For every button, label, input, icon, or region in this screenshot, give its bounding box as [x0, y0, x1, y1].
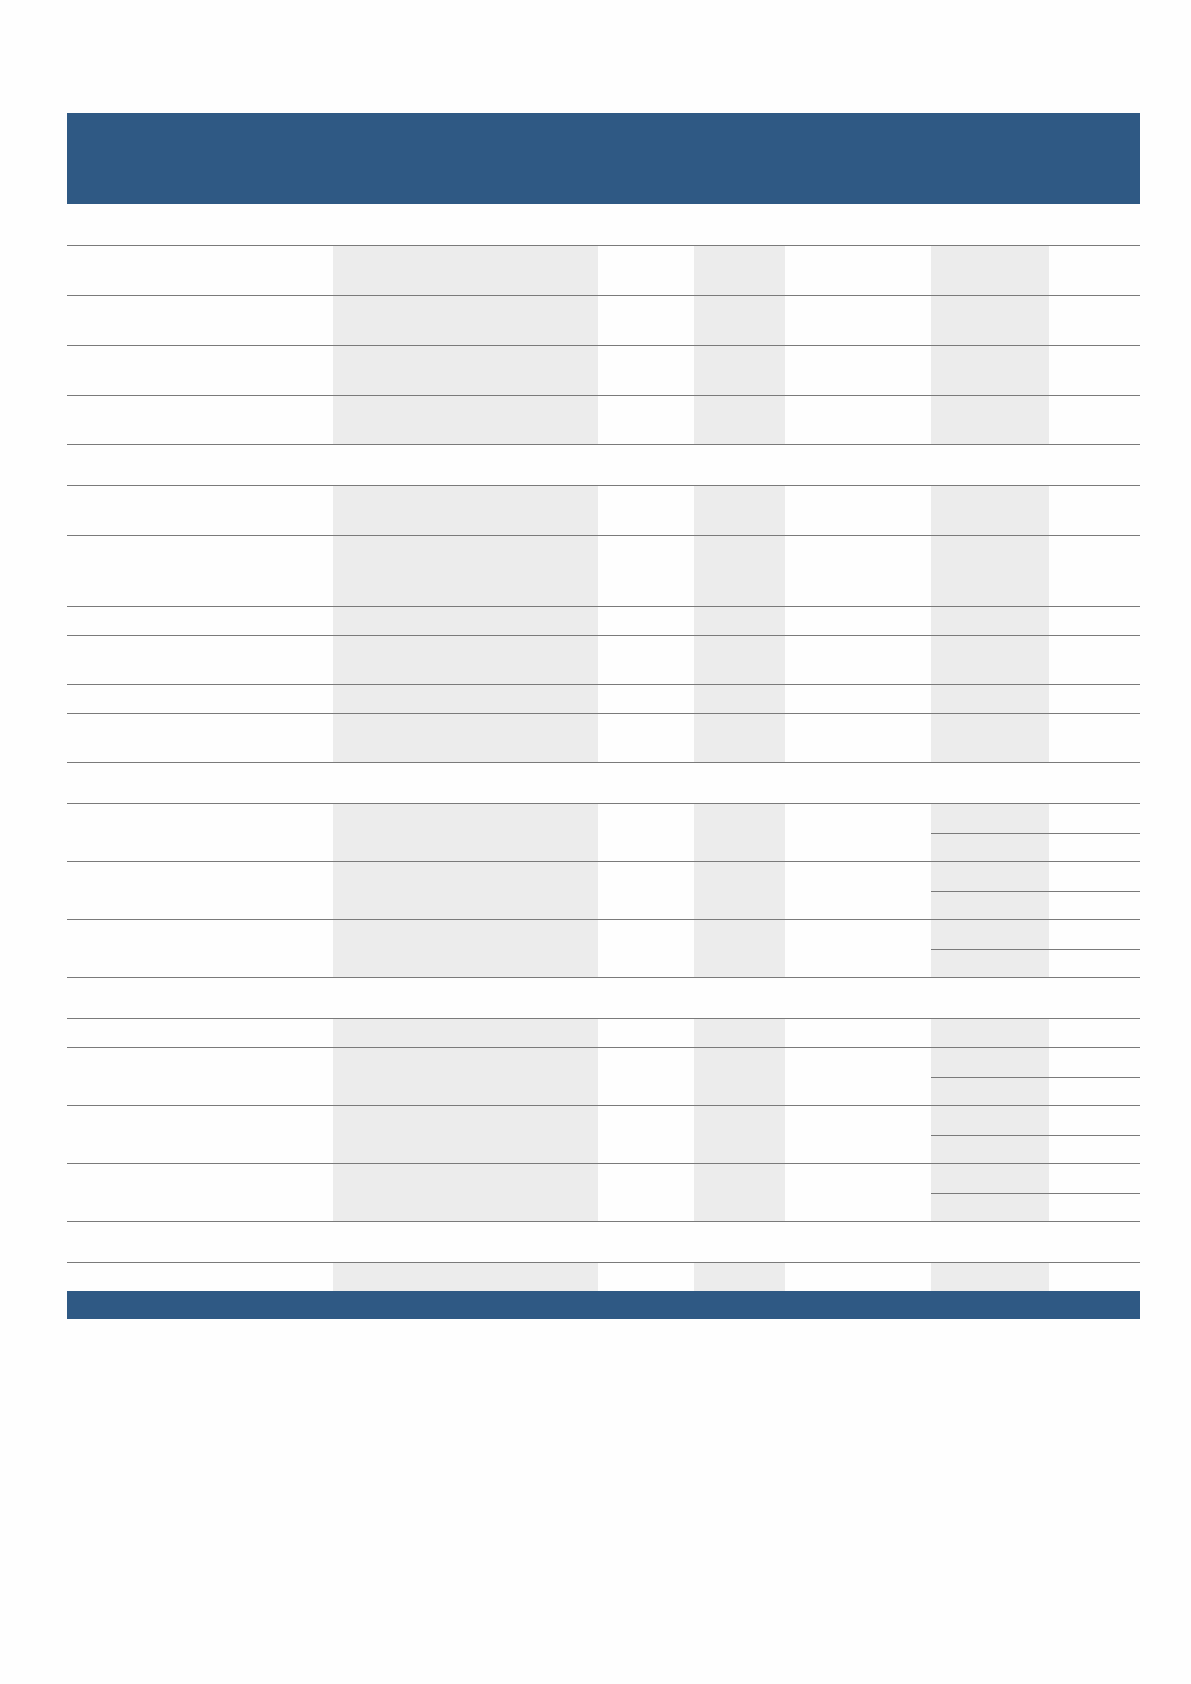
shaded-cell	[694, 607, 785, 635]
table-row	[67, 485, 1140, 535]
table-row	[67, 803, 1140, 861]
shaded-cell	[694, 246, 785, 295]
table-row	[67, 535, 1140, 606]
shaded-cell	[333, 1048, 598, 1105]
shaded-cell	[931, 1019, 1049, 1047]
shaded-cell	[931, 296, 1049, 345]
shaded-cell	[333, 804, 598, 861]
section-row	[67, 762, 1140, 803]
shaded-cell	[333, 714, 598, 762]
shaded-cell	[931, 536, 1049, 606]
section-row	[67, 444, 1140, 485]
shaded-cell	[333, 396, 598, 444]
shaded-cell	[931, 636, 1049, 684]
shaded-cell	[694, 1048, 785, 1105]
shaded-cell	[694, 296, 785, 345]
table-row	[67, 606, 1140, 635]
shaded-cell	[694, 714, 785, 762]
sub-row-divider	[931, 949, 1140, 950]
shaded-cell	[931, 685, 1049, 713]
sub-row-divider	[931, 1135, 1140, 1136]
shaded-cell	[931, 1048, 1049, 1105]
shaded-cell	[931, 862, 1049, 919]
table-row	[67, 1018, 1140, 1047]
shaded-cell	[931, 920, 1049, 977]
shaded-cell	[694, 685, 785, 713]
shaded-cell	[333, 486, 598, 535]
shaded-cell	[333, 1263, 598, 1291]
shaded-cell	[694, 536, 785, 606]
shaded-cell	[333, 1164, 598, 1221]
shaded-cell	[333, 346, 598, 395]
table-row	[67, 1105, 1140, 1163]
shaded-cell	[694, 1263, 785, 1291]
shaded-cell	[694, 346, 785, 395]
shaded-cell	[694, 1106, 785, 1163]
shaded-cell	[694, 486, 785, 535]
shaded-cell	[931, 1263, 1049, 1291]
table-row	[67, 395, 1140, 444]
shaded-cell	[931, 1164, 1049, 1221]
shaded-cell	[333, 920, 598, 977]
shaded-cell	[333, 862, 598, 919]
shaded-cell	[333, 246, 598, 295]
shaded-cell	[694, 862, 785, 919]
table-row	[67, 245, 1140, 295]
table-row	[67, 1262, 1140, 1291]
shaded-cell	[931, 396, 1049, 444]
shaded-cell	[694, 920, 785, 977]
sub-row-divider	[931, 833, 1140, 834]
shaded-cell	[931, 1106, 1049, 1163]
table-row	[67, 713, 1140, 762]
shaded-cell	[931, 714, 1049, 762]
shaded-cell	[931, 804, 1049, 861]
shaded-cell	[333, 607, 598, 635]
table-row	[67, 635, 1140, 684]
shaded-cell	[931, 346, 1049, 395]
shaded-cell	[694, 804, 785, 861]
shaded-cell	[931, 607, 1049, 635]
shaded-cell	[333, 1019, 598, 1047]
sub-row-divider	[931, 1193, 1140, 1194]
table-row	[67, 861, 1140, 919]
shaded-cell	[694, 1019, 785, 1047]
table-row	[67, 1047, 1140, 1105]
table-row	[67, 684, 1140, 713]
shaded-cell	[931, 486, 1049, 535]
shaded-cell	[333, 685, 598, 713]
table-row	[67, 345, 1140, 395]
shaded-cell	[333, 636, 598, 684]
shaded-cell	[333, 1106, 598, 1163]
table-header-bar	[67, 113, 1140, 204]
shaded-cell	[694, 1164, 785, 1221]
sub-row-divider	[931, 891, 1140, 892]
shaded-cell	[333, 296, 598, 345]
section-row	[67, 977, 1140, 1018]
section-row	[67, 1221, 1140, 1262]
shaded-cell	[694, 636, 785, 684]
shaded-cell	[333, 536, 598, 606]
shaded-cell	[931, 246, 1049, 295]
table-row	[67, 295, 1140, 345]
table-row	[67, 1163, 1140, 1221]
table-footer-bar	[67, 1291, 1140, 1319]
table-row	[67, 919, 1140, 977]
shaded-cell	[694, 396, 785, 444]
sub-row-divider	[931, 1077, 1140, 1078]
